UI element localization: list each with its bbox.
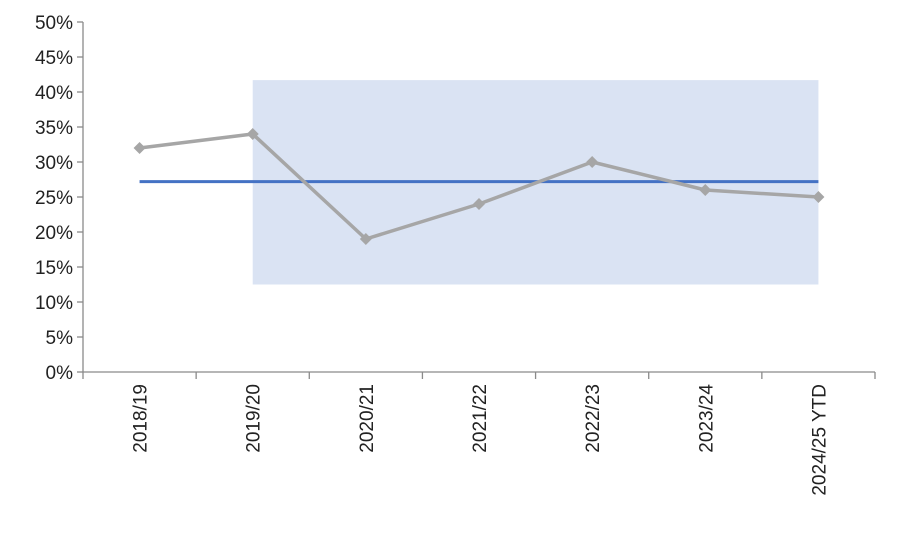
y-tick-label: 35%	[35, 118, 73, 139]
y-tick-label: 20%	[35, 223, 73, 244]
data-point-marker	[246, 128, 259, 140]
y-tick-label: 45%	[35, 48, 73, 69]
y-tick-label: 40%	[35, 83, 73, 104]
y-tick-label: 0%	[46, 363, 74, 384]
data-point-marker	[699, 184, 712, 196]
y-tick-label: 50%	[35, 13, 73, 34]
y-tick-label: 30%	[35, 153, 73, 174]
data-point-marker	[812, 191, 825, 203]
x-tick-label: 2018/19	[131, 384, 152, 453]
y-tick-label: 10%	[35, 293, 73, 314]
data-point-marker	[586, 156, 599, 168]
x-tick-label: 2023/24	[696, 384, 717, 453]
x-tick-label: 2020/21	[357, 384, 378, 453]
x-tick-label: 2021/22	[470, 384, 491, 453]
x-tick-label: 2019/20	[244, 384, 265, 453]
x-tick-label: 2024/25 YTD	[809, 384, 830, 496]
data-point-marker	[473, 198, 485, 210]
y-tick-label: 15%	[35, 258, 73, 279]
data-point-marker	[359, 233, 372, 245]
y-tick-label: 25%	[35, 188, 73, 209]
y-tick-label: 5%	[46, 328, 74, 349]
data-point-marker	[133, 142, 146, 154]
x-tick-label: 2022/23	[583, 384, 604, 453]
